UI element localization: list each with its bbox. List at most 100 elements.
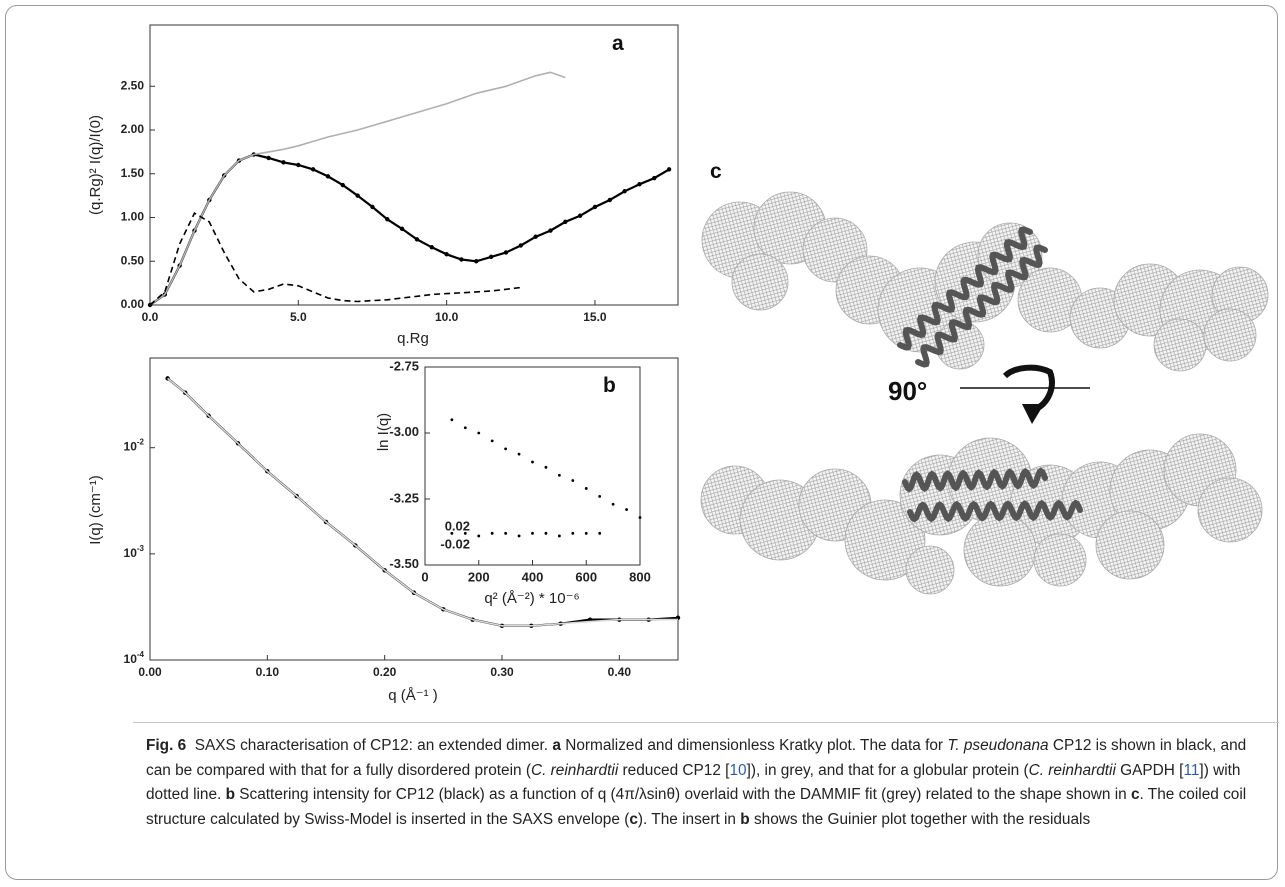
data-point — [563, 219, 568, 225]
data-point — [310, 167, 316, 172]
x-axis-title: q (Å⁻¹ ) — [388, 687, 438, 704]
data-point — [503, 250, 509, 255]
data-point — [571, 531, 575, 535]
data-point — [611, 502, 615, 506]
caption-normal: . The coiled coil structure calculated b… — [146, 786, 1251, 828]
caption-normal: ). The insert in — [637, 810, 741, 828]
data-point — [385, 217, 390, 222]
data-point — [266, 155, 271, 161]
y-axis-title: ln I(q) — [375, 413, 392, 451]
caption-normal: Scattering intensity for CP12 (black) as… — [234, 786, 1131, 804]
tick-exponent: -2 — [137, 438, 145, 447]
plot-frame — [149, 24, 679, 306]
caption-bold: a — [552, 737, 561, 754]
data-point — [490, 531, 494, 535]
caption-bold: Fig. 6 — [146, 737, 187, 754]
data-point — [450, 418, 454, 422]
caption-italic: C. reinhardtii — [1028, 761, 1116, 779]
caption: Fig. 6 SAXS characterisation of CP12: an… — [146, 734, 1274, 832]
tick-base: 10.0 — [435, 310, 459, 324]
tick-label: 0 — [421, 569, 428, 584]
rotation-arrow-head — [1022, 404, 1044, 424]
panel-label: c — [710, 160, 722, 183]
data-point — [517, 534, 521, 538]
x-axis-title: q.Rg — [397, 330, 429, 347]
annotation: -0.02 — [440, 536, 470, 551]
caption-normal: shows the Guinier plot together with the… — [749, 810, 1091, 828]
caption-normal: CP12 is shown in black, and can be compa… — [146, 737, 1251, 779]
data-point — [598, 531, 602, 535]
data-point — [477, 431, 481, 435]
tick-label: 1.50 — [121, 166, 145, 180]
caption-normal: ]), in grey, and that for a globular pro… — [746, 761, 1029, 779]
helix — [915, 244, 1048, 368]
tick-base: 2.00 — [121, 122, 145, 136]
y-axis-title: (q.Rg)² I(q)/I(0) — [87, 115, 104, 215]
helix — [902, 467, 1048, 493]
tick-base: 0.50 — [121, 253, 145, 267]
panel-label: b — [603, 374, 616, 397]
caption-italic: T. pseudonana — [947, 737, 1049, 754]
tick-label: 0.30 — [490, 665, 514, 679]
series-line — [167, 377, 678, 627]
caption-bold: c — [1130, 786, 1140, 804]
figure-frame — [5, 5, 1278, 880]
tick-label: -3.00 — [389, 424, 419, 439]
tick-label: 10-4 — [124, 650, 145, 666]
tick-label: 0.40 — [608, 665, 632, 679]
tick-base: 0.00 — [138, 665, 162, 679]
data-point — [399, 226, 405, 232]
tick-exponent: -4 — [137, 650, 145, 659]
data-point — [517, 452, 521, 456]
data-point — [370, 204, 375, 210]
tick-label: 0.00 — [121, 297, 145, 311]
data-point — [607, 197, 612, 203]
data-point — [571, 479, 575, 482]
caption-bold: b — [225, 786, 235, 804]
tick-label: 0.20 — [373, 665, 397, 679]
data-point — [666, 167, 672, 172]
caption-normal: GAPDH [ — [1115, 761, 1184, 779]
data-point — [325, 174, 331, 179]
tick-label: 5.0 — [290, 310, 307, 324]
annotation: 0.02 — [445, 518, 470, 533]
series-line — [149, 211, 521, 306]
data-point — [531, 531, 534, 535]
data-point — [548, 228, 553, 233]
caption-link[interactable]: 11 — [1183, 761, 1200, 779]
series-line — [149, 71, 566, 306]
data-point — [281, 160, 286, 165]
data-point — [584, 531, 588, 535]
data-point — [444, 252, 449, 257]
tick-label: -3.50 — [389, 556, 419, 571]
data-point — [592, 204, 598, 210]
data-point — [463, 531, 467, 535]
tick-base: 10 — [124, 546, 138, 560]
tick-label: 0.50 — [121, 253, 145, 267]
data-point — [557, 473, 561, 477]
tick-label: 800 — [629, 569, 651, 584]
data-point — [577, 213, 583, 218]
tick-base: 0.20 — [373, 665, 397, 679]
x-axis-title: q² (Å⁻²) * 10⁻⁶ — [484, 590, 579, 607]
tick-label: 0.0 — [142, 310, 159, 324]
tick-base: 1.50 — [121, 166, 145, 180]
data-point — [504, 447, 508, 451]
helix — [907, 499, 1083, 523]
data-point — [518, 243, 523, 248]
caption-link[interactable]: 10 — [729, 761, 747, 779]
tick-base: 0.30 — [490, 665, 514, 679]
tick-base: 0.00 — [121, 297, 145, 311]
data-point — [459, 257, 464, 262]
tick-base: -3.00 — [389, 424, 419, 439]
helix — [897, 226, 1033, 351]
tick-label: 10-3 — [124, 544, 145, 560]
data-point — [637, 182, 642, 187]
tick-label: 0.00 — [138, 665, 162, 679]
caption-bold: c — [629, 810, 638, 828]
data-point — [414, 237, 420, 242]
caption-normal: Normalized and dimensionless Kratky plot… — [560, 737, 948, 754]
data-point — [544, 531, 548, 535]
data-point — [638, 516, 642, 519]
